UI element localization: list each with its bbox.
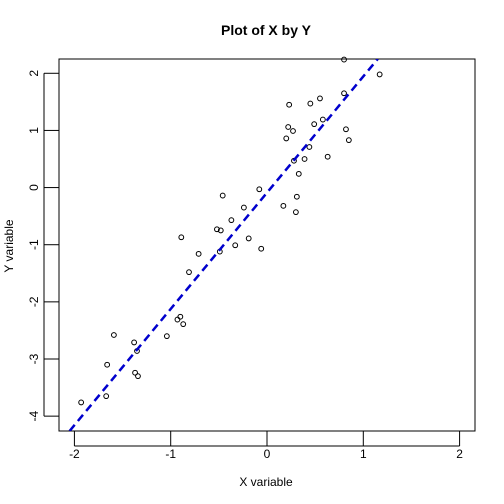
data-point [301, 156, 308, 162]
y-tick-label: -2 [27, 296, 41, 307]
data-point [135, 373, 141, 380]
data-point [293, 193, 300, 200]
data-point [245, 235, 252, 242]
data-point [177, 313, 184, 320]
data-point [307, 100, 314, 107]
data-point [283, 135, 290, 142]
data-point [163, 333, 170, 340]
x-tick-label: -2 [69, 447, 80, 461]
data-point [178, 234, 185, 241]
data-point [286, 101, 293, 108]
data-point [240, 204, 247, 211]
data-point [345, 137, 352, 144]
data-point [324, 153, 331, 160]
data-point [132, 369, 138, 376]
data-point [341, 90, 347, 97]
data-point [317, 95, 323, 102]
y-tick-label: -3 [27, 353, 41, 364]
data-point [343, 126, 349, 133]
regression-line [68, 59, 379, 431]
x-tick-label: -1 [165, 447, 176, 461]
y-axis-label: Y variable [2, 219, 16, 272]
data-point [110, 332, 117, 338]
data-point [341, 56, 347, 63]
data-point [219, 192, 226, 199]
y-tick-label: 0 [27, 184, 41, 191]
data-point [217, 227, 224, 234]
data-point [186, 269, 192, 276]
data-point [258, 245, 265, 252]
chart-title: Plot of X by Y [221, 22, 312, 38]
data-point [174, 316, 181, 323]
data-point [376, 71, 383, 78]
data-point [319, 116, 326, 123]
data-point [78, 399, 85, 406]
y-tick-label: 1 [27, 127, 41, 134]
data-point [214, 226, 220, 233]
data-point [228, 217, 235, 224]
y-tick-label: 2 [27, 70, 41, 77]
data-point [180, 321, 187, 328]
plot-area: -2 -1 0 1 2 -4 -3 -2 -1 0 1 2 [27, 56, 476, 461]
x-tick-label: 2 [456, 447, 463, 461]
data-point [104, 361, 111, 368]
data-point [256, 186, 263, 193]
data-points [78, 56, 383, 406]
x-tick-label: 1 [360, 447, 367, 461]
data-point [280, 202, 287, 209]
x-axis-label: X variable [239, 475, 293, 489]
data-point [103, 393, 110, 400]
data-point [195, 250, 202, 257]
data-point [311, 121, 318, 128]
data-point [232, 242, 239, 249]
data-point [292, 209, 299, 216]
y-tick-label: -4 [27, 410, 41, 421]
plot-frame [58, 58, 476, 432]
data-point [285, 124, 292, 130]
data-point [131, 339, 138, 346]
data-point [290, 128, 296, 134]
x-tick-label: 0 [264, 447, 271, 461]
data-point [295, 170, 302, 177]
y-tick-label: -1 [27, 239, 41, 250]
data-point [306, 144, 313, 150]
